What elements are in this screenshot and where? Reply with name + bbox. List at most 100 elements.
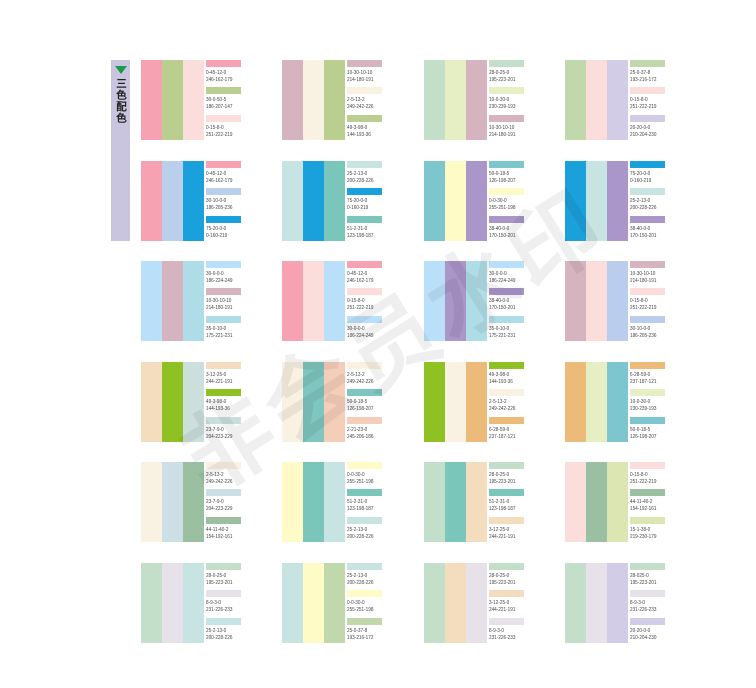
legend-item: 30-10-0-0 186-205-236 <box>206 188 243 211</box>
palette-group: 75-20-0-0 0-160-219 25-2-13-0 200-228-226 38… <box>565 161 667 241</box>
cmyk-code: 50-0-18-5 <box>347 399 368 405</box>
legend-item: 2-5-13-2 249-242-226 <box>347 362 384 385</box>
color-swatch <box>303 60 324 140</box>
legend-color-bar <box>630 590 665 597</box>
color-swatch <box>445 563 466 643</box>
legend-color-bar <box>347 316 382 323</box>
legend-item: 2-5-13-2 249-242-226 <box>347 87 384 110</box>
rgb-code: 251-222-219 <box>630 304 657 311</box>
cmyk-code: 75-20-0-0 <box>347 198 368 204</box>
legend-item: 38-40-0-0 170-150-201 <box>630 216 667 239</box>
color-swatch <box>424 462 445 542</box>
legend-item: 30-0-0-0 186-224-249 <box>489 261 526 284</box>
cmyk-code: 0-45-12-0 <box>206 171 227 177</box>
color-legend: 25-2-13-0 200-228-226 0-0-30-0 255-251-198 2… <box>347 563 384 643</box>
legend-item: 28-0-25-0 195-223-201 <box>489 563 526 586</box>
cmyk-code: 3-12-25-0 <box>489 527 510 533</box>
rgb-code: 195-223-201 <box>206 579 233 586</box>
legend-color-bar <box>630 261 665 268</box>
color-legend: 25-2-13-0 200-228-226 75-20-0-0 0-160-219 51… <box>347 161 384 241</box>
rgb-code: 144-193-36 <box>206 405 230 412</box>
legend-color-bar <box>347 288 382 295</box>
legend-item: 8-9-3-0 231-226-233 <box>206 590 243 613</box>
rgb-code: 230-239-193 <box>489 103 516 110</box>
legend-item: 0-0-30-0 255-251-198 <box>347 590 384 613</box>
cmyk-code: 2-21-23-0 <box>347 427 368 433</box>
rgb-code: 175-221-231 <box>489 332 516 339</box>
rgb-code: 244-221-191 <box>489 606 516 613</box>
rgb-code: 231-226-233 <box>630 606 657 613</box>
legend-item: 10-0-30-0 230-239-193 <box>630 389 667 412</box>
cmyk-code: 25-2-13-0 <box>347 573 368 579</box>
rgb-code: 237-187-121 <box>630 378 657 385</box>
legend-color-bar <box>630 362 665 369</box>
color-legend: 28-0-25-0 195-223-201 3-12-25-0 244-221-191… <box>489 563 526 643</box>
color-swatch <box>141 362 162 442</box>
legend-color-bar <box>630 389 665 396</box>
color-legend: 30-0-0-0 186-224-249 10-30-10-10 214-180-19… <box>206 261 243 341</box>
cmyk-code: 38-40-0-0 <box>489 226 510 232</box>
cmyk-code: 3-12-25-0 <box>489 600 510 606</box>
legend-color-bar <box>630 563 665 570</box>
legend-item: 50-0-18-5 126-198-207 <box>347 389 384 412</box>
color-legend: 6-28-59-0 237-187-121 10-0-30-0 230-239-193… <box>630 362 667 442</box>
rgb-code: 251-222-219 <box>347 304 374 311</box>
palette-group: 30-0-0-0 186-224-249 10-30-10-10 214-180-19… <box>141 261 243 341</box>
legend-color-bar <box>206 417 241 424</box>
color-swatch <box>324 60 345 140</box>
color-legend: 0-45-12-0 246-162-179 30-10-0-0 186-205-236… <box>206 161 243 241</box>
color-swatch <box>607 362 628 442</box>
color-swatch <box>586 60 607 140</box>
color-swatch <box>141 261 162 341</box>
legend-item: 2-21-23-0 245-206-186 <box>347 417 384 440</box>
legend-color-bar <box>347 161 382 168</box>
cmyk-code: 49-3-98-0 <box>489 372 510 378</box>
color-swatch <box>607 261 628 341</box>
cmyk-code: 35-0-10-0 <box>489 326 510 332</box>
color-swatch <box>324 161 345 241</box>
color-swatch <box>445 161 466 241</box>
legend-color-bar <box>206 489 241 496</box>
cmyk-code: 0-45-12-0 <box>206 70 227 76</box>
legend-item: 25-2-13-0 200-228-226 <box>206 618 243 641</box>
color-legend: 10-30-10-10 214-180-191 2-5-13-2 249-242-22… <box>347 60 384 140</box>
color-legend: 0-45-12-0 246-162-179 30-0-50-5 186-207-147… <box>206 60 243 140</box>
color-legend: 28-025-0 195-223-201 8-9-3-0 231-226-233 20-… <box>630 563 667 643</box>
legend-item: 20-20-0-0 210-204-230 <box>630 115 667 138</box>
cmyk-code: 23-7-9-0 <box>206 499 224 505</box>
palette-group: 50-0-18-5 126-198-207 0-0-30-0 255-251-198 3… <box>424 161 526 241</box>
color-legend: 50-0-18-5 126-198-207 0-0-30-0 255-251-198 3… <box>489 161 526 241</box>
color-swatch <box>565 362 586 442</box>
legend-color-bar <box>489 188 524 195</box>
legend-color-bar <box>347 362 382 369</box>
cmyk-code: 3-12-25-0 <box>206 372 227 378</box>
color-swatch <box>183 462 204 542</box>
legend-item: 25-0-37-8 193-216-172 <box>630 60 667 83</box>
cmyk-code: 35-0-10-0 <box>206 326 227 332</box>
legend-item: 28-0-25-0 195-223-201 <box>489 60 526 83</box>
cmyk-code: 28-0-25-0 <box>489 70 510 76</box>
cmyk-code: 28-025-0 <box>630 573 649 579</box>
legend-item: 75-20-0-0 0-160-219 <box>206 216 243 239</box>
legend-item: 10-0-30-0 230-239-193 <box>489 87 526 110</box>
legend-item: 51-2-31-0 123-198-187 <box>347 489 384 512</box>
color-swatch <box>445 362 466 442</box>
legend-item: 0-45-12-0 246-162-179 <box>206 161 243 184</box>
palette-group: 25-0-37-8 193-216-172 0-15-8-0 251-222-219 2… <box>565 60 667 140</box>
color-swatch <box>424 362 445 442</box>
cmyk-code: 51-2-31-0 <box>347 499 368 505</box>
palette-group: 25-2-13-0 200-228-226 75-20-0-0 0-160-219 51… <box>282 161 384 241</box>
cmyk-code: 8-9-3-0 <box>630 600 646 606</box>
legend-color-bar <box>630 316 665 323</box>
palette-group: 28-0-25-0 195-223-201 3-12-25-0 244-221-191… <box>424 563 526 643</box>
cmyk-code: 6-28-59-0 <box>489 427 510 433</box>
color-swatch <box>324 261 345 341</box>
rgb-code: 246-162-179 <box>347 277 374 284</box>
cmyk-code: 2-5-13-2 <box>347 372 365 378</box>
color-legend: 28-0-25-0 195-223-201 8-9-3-0 231-226-233 25… <box>206 563 243 643</box>
palette-group: 0-45-12-0 246-162-179 30-0-50-5 186-207-147… <box>141 60 243 140</box>
color-swatch <box>162 563 183 643</box>
rgb-code: 126-198-207 <box>347 405 374 412</box>
legend-color-bar <box>206 316 241 323</box>
legend-item: 0-0-30-0 255-251-198 <box>489 188 526 211</box>
